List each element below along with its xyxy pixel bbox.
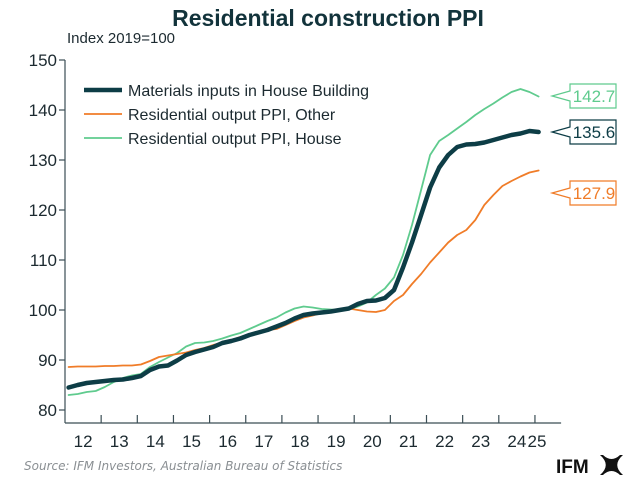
x-tick-label: 17 — [254, 432, 273, 451]
y-axis-label: Index 2019=100 — [67, 30, 175, 47]
x-tick-label: 15 — [182, 432, 201, 451]
end-value-label: 142.7 — [573, 87, 616, 106]
y-tick-label: 120 — [29, 201, 57, 220]
x-tick-label: 12 — [74, 432, 93, 451]
x-tick-label: 24 — [507, 432, 526, 451]
source-note: Source: IFM Investors, Australian Bureau… — [24, 459, 342, 473]
y-tick-label: 140 — [29, 101, 57, 120]
y-tick-label: 100 — [29, 301, 57, 320]
y-tick-label: 90 — [38, 351, 57, 370]
x-tick-label: 23 — [471, 432, 490, 451]
y-tick-label: 130 — [29, 151, 57, 170]
legend-label: Residential output PPI, Other — [128, 107, 336, 124]
legend-label: Materials inputs in House Building — [128, 83, 369, 100]
end-value-label: 135.6 — [573, 123, 616, 142]
y-tick-label: 110 — [30, 251, 57, 270]
legend: Materials inputs in House Building Reside… — [84, 83, 369, 148]
x-tick-label: 25 — [527, 432, 546, 451]
y-tick-label: 80 — [38, 401, 57, 420]
ifm-logo: IFM — [556, 455, 623, 478]
end-label-box — [549, 83, 617, 109]
logo-text: IFM — [556, 457, 589, 478]
axes: 80 90 100 110 120 130 140 150 12 13 14 15 16 17 18 19 20… — [29, 51, 562, 451]
x-tick-label: 13 — [110, 432, 129, 451]
x-tick-label: 20 — [363, 432, 382, 451]
x-tick-label: 16 — [218, 432, 237, 451]
end-label-box — [549, 119, 617, 145]
x-tick-label: 22 — [435, 432, 454, 451]
legend-label: Residential output PPI, House — [128, 131, 342, 148]
logo-mark-icon — [600, 455, 623, 475]
y-tick-label: 150 — [29, 51, 57, 70]
end-label-box — [549, 180, 617, 206]
x-tick-label: 19 — [327, 432, 346, 451]
series-line-1 — [67, 169, 540, 368]
series-layer — [66, 88, 541, 396]
series-line-0 — [66, 128, 541, 390]
x-tick-label: 18 — [291, 432, 310, 451]
chart-title: Residential construction PPI — [172, 5, 484, 31]
x-tick-label: 14 — [146, 432, 165, 451]
end-value-label: 127.9 — [573, 184, 616, 203]
end-labels: 135.6 127.9 142.7 — [549, 83, 617, 206]
x-tick-label: 21 — [399, 432, 418, 451]
